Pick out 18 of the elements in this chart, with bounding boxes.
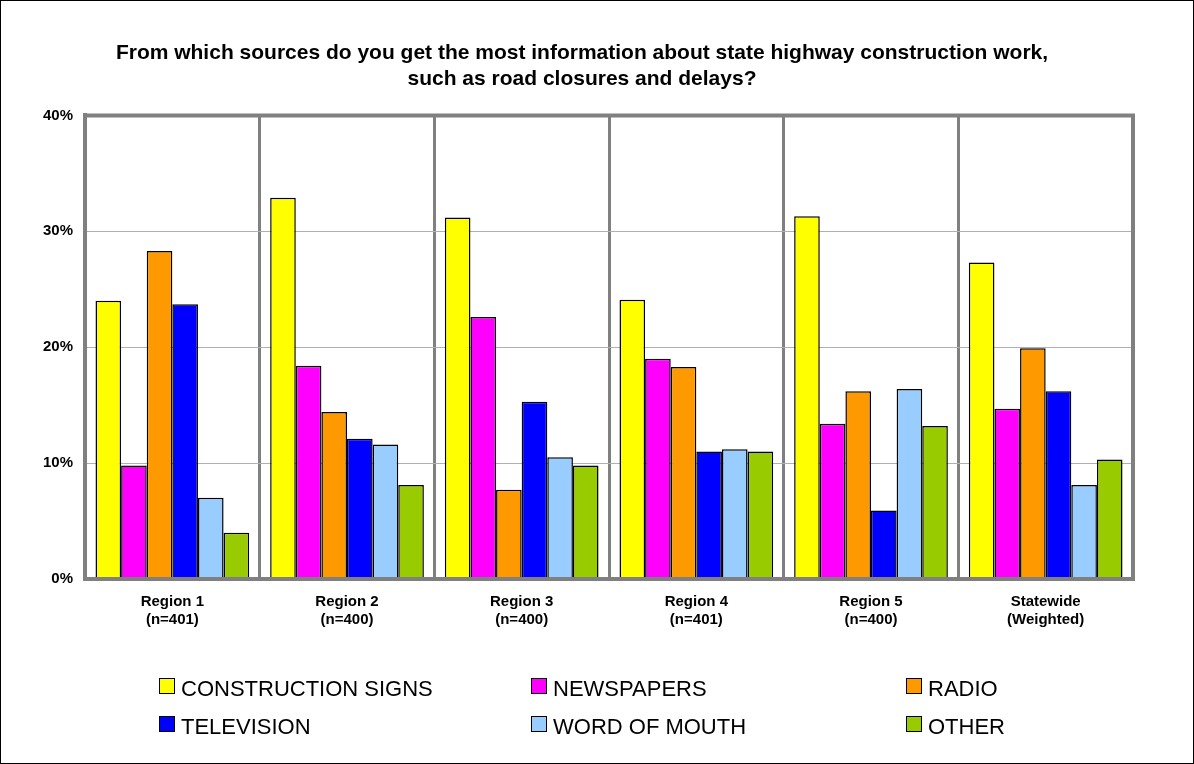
x-tick-label: Region 2 (n=400): [315, 592, 379, 628]
x-tick-label: Region 1 (n=401): [140, 592, 205, 628]
chart-title: From which sources do you get the most information about state highway construction work, such as road closures and delays?: [115, 40, 1049, 89]
y-tick-label: 0%: [51, 569, 74, 587]
legend-label: CONSTRUCTION SIGNS: [181, 676, 433, 702]
x-tick-label: Region 4 (n=401): [664, 592, 729, 628]
y-tick-label: 20%: [42, 337, 74, 355]
legend-label: RADIO: [928, 676, 998, 702]
y-tick-label: 10%: [42, 453, 74, 471]
x-tick-label: Statewide (Weighted): [1007, 592, 1085, 628]
y-tick-label: 30%: [42, 221, 74, 239]
legend-label: OTHER: [928, 714, 1005, 740]
legend-label: TELEVISION: [181, 714, 311, 740]
y-tick-label: 40%: [42, 105, 74, 123]
legend-label: NEWSPAPERS: [553, 676, 707, 702]
x-tick-label: Region 5 (n=400): [839, 592, 903, 628]
x-tick-label: Region 3 (n=400): [490, 592, 554, 628]
legend-label: WORD OF MOUTH: [553, 714, 747, 740]
